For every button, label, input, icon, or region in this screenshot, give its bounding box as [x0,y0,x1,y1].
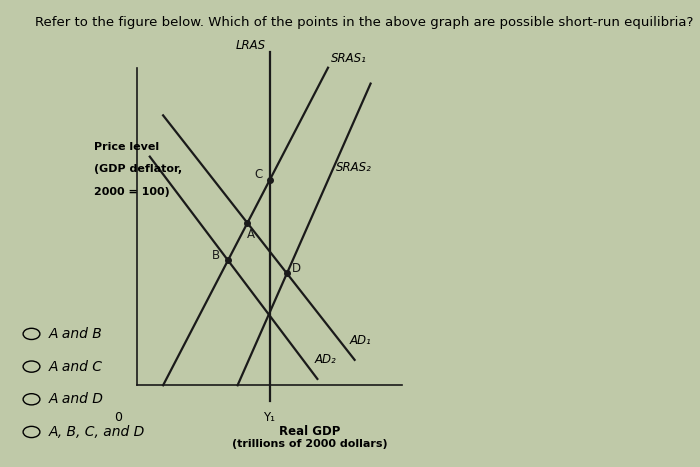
Text: D: D [292,262,301,275]
Text: A: A [247,227,256,241]
Text: LRAS: LRAS [236,39,266,52]
Text: A, B, C, and D: A, B, C, and D [49,425,146,439]
Text: Real GDP: Real GDP [279,425,340,438]
Text: A and B: A and B [49,327,103,341]
Text: B: B [212,249,220,262]
Text: AD₂: AD₂ [315,354,337,367]
Text: AD₁: AD₁ [349,334,371,347]
Text: Price level: Price level [94,142,160,152]
Text: SRAS₁: SRAS₁ [330,51,367,64]
Text: Refer to the figure below. Which of the points in the above graph are possible s: Refer to the figure below. Which of the … [35,16,694,29]
Text: (GDP deflator,: (GDP deflator, [94,164,183,174]
Text: A and D: A and D [49,392,104,406]
Text: 2000 = 100): 2000 = 100) [94,186,170,197]
Text: A and C: A and C [49,360,103,374]
Text: Y₁: Y₁ [263,410,276,424]
Text: 0: 0 [114,410,122,424]
Text: (trillions of 2000 dollars): (trillions of 2000 dollars) [232,439,387,449]
Text: SRAS₂: SRAS₂ [336,161,372,174]
Text: C: C [255,168,263,181]
